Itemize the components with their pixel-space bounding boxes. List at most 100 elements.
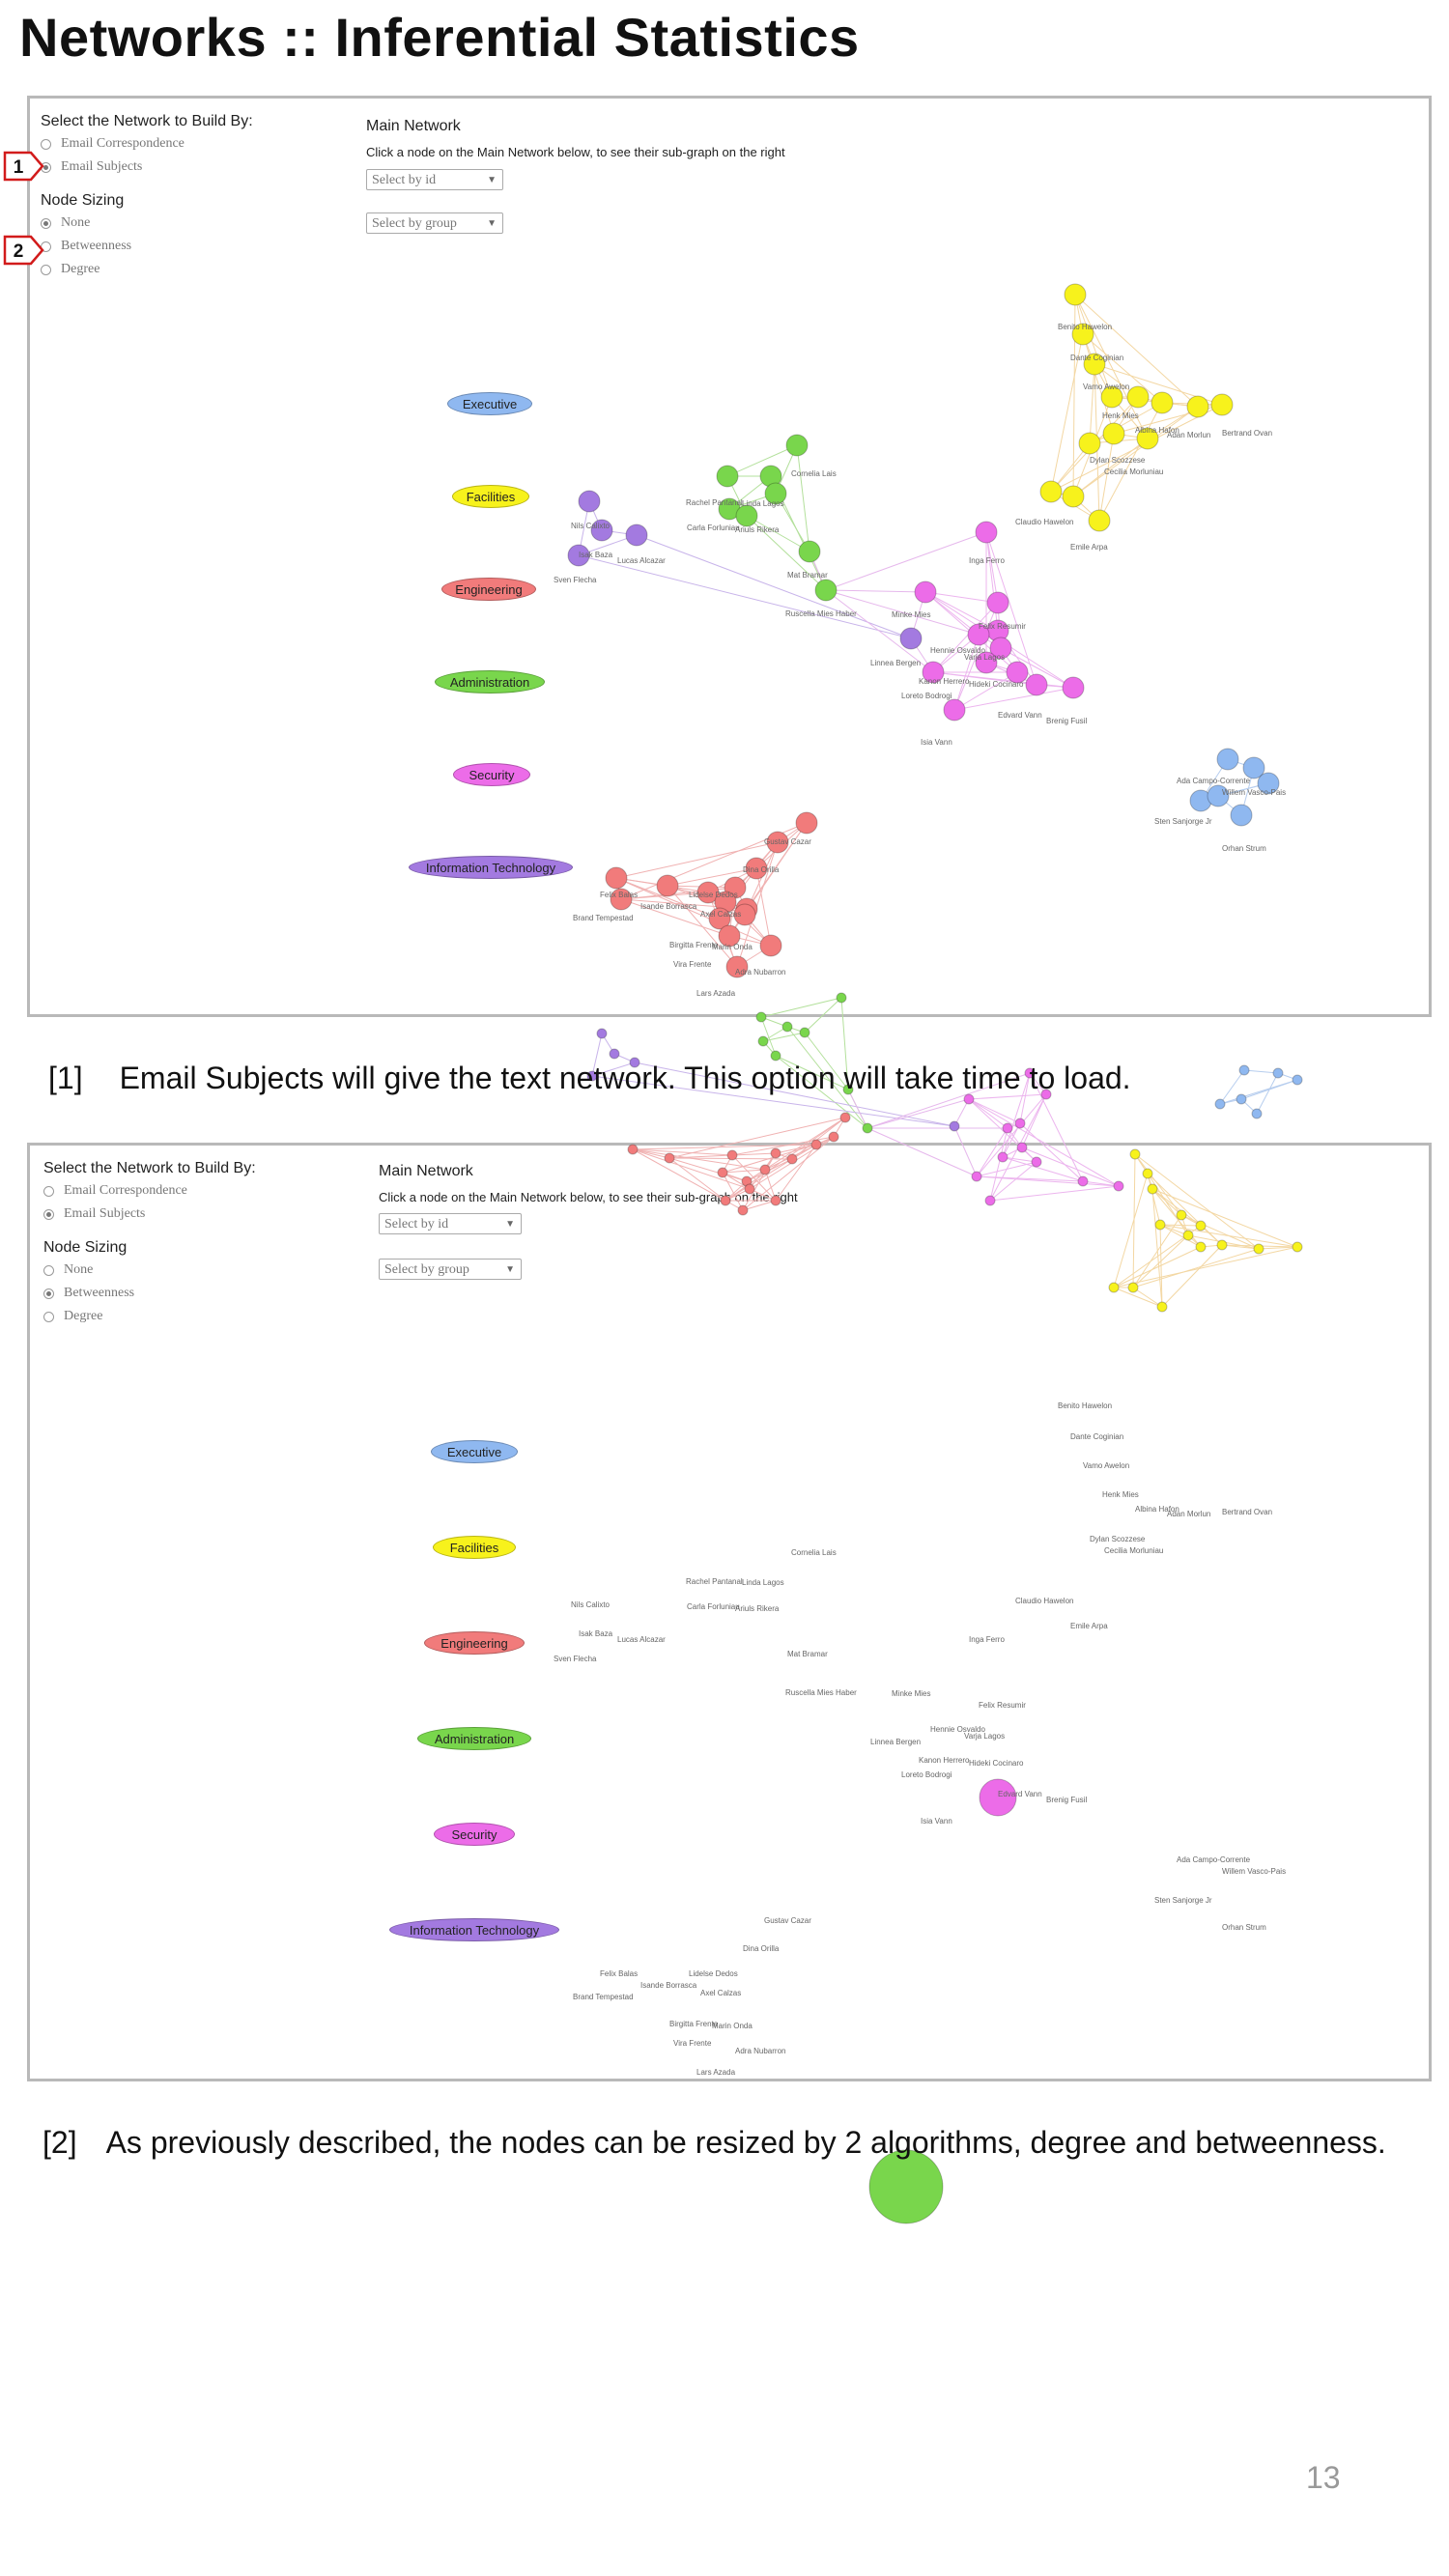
select-by-id[interactable]: Select by id ▼ [366, 169, 503, 190]
node-facilities[interactable] [1151, 391, 1174, 414]
node-it[interactable] [625, 524, 648, 547]
group-pill-engineering[interactable]: Engineering [424, 1631, 525, 1655]
radio-sizing-degree[interactable]: Degree [43, 1305, 256, 1328]
node-security[interactable] [922, 661, 945, 684]
group-pill-security[interactable]: Security [434, 1823, 515, 1846]
group-pill-administration[interactable]: Administration [435, 670, 545, 694]
node-facilities[interactable] [1154, 1219, 1166, 1231]
node-executive[interactable] [1214, 1098, 1226, 1110]
node-engineering[interactable] [766, 831, 789, 854]
group-pill-security[interactable]: Security [453, 763, 530, 786]
node-engineering[interactable] [664, 1152, 675, 1164]
node-security[interactable] [971, 1171, 982, 1182]
node-engineering[interactable] [720, 1195, 731, 1206]
node-facilities[interactable] [1182, 1230, 1194, 1241]
node-it[interactable] [949, 1120, 960, 1132]
node-it[interactable] [586, 1070, 598, 1082]
node-engineering[interactable] [708, 907, 731, 930]
radio-icon[interactable] [41, 264, 51, 275]
group-pill-executive[interactable]: Executive [447, 392, 532, 415]
node-executive[interactable] [1257, 772, 1280, 795]
node-security[interactable] [997, 1151, 1009, 1163]
group-pill-information-technology[interactable]: Information Technology [409, 856, 573, 879]
node-security[interactable] [1113, 1180, 1124, 1192]
node-engineering[interactable] [718, 924, 741, 948]
node-engineering[interactable] [726, 1149, 738, 1161]
node-security[interactable] [1016, 1142, 1028, 1153]
node-security[interactable] [1014, 1118, 1026, 1129]
node-administration[interactable] [764, 482, 787, 505]
radio-icon[interactable] [43, 1185, 54, 1197]
node-executive[interactable] [1236, 1093, 1247, 1105]
node-security[interactable] [943, 698, 966, 722]
select-by-id[interactable]: Select by id ▼ [379, 1213, 522, 1234]
node-engineering[interactable] [717, 1167, 728, 1178]
node-executive[interactable] [1207, 784, 1230, 807]
node-security[interactable] [1040, 1089, 1052, 1100]
radio-email-subjects[interactable]: Email Subjects [43, 1203, 256, 1226]
node-facilities[interactable] [1129, 1148, 1141, 1160]
node-engineering[interactable] [770, 1195, 781, 1206]
node-engineering[interactable] [627, 1144, 639, 1155]
node-facilities[interactable] [1088, 509, 1111, 532]
node-engineering[interactable] [786, 1153, 798, 1165]
node-engineering[interactable] [733, 903, 756, 926]
node-engineering[interactable] [839, 1112, 851, 1123]
radio-sizing-none[interactable]: None [41, 212, 253, 235]
node-facilities[interactable] [1126, 385, 1150, 409]
radio-sizing-none[interactable]: None [43, 1259, 256, 1282]
node-security[interactable] [1077, 1175, 1089, 1187]
node-administration-high-betweenness[interactable] [868, 2149, 944, 2224]
group-pill-facilities[interactable]: Facilities [452, 485, 529, 508]
radio-icon[interactable] [43, 1288, 54, 1299]
node-administration[interactable] [862, 1122, 873, 1134]
node-facilities[interactable] [1062, 485, 1085, 508]
node-facilities[interactable] [1176, 1209, 1187, 1221]
node-administration[interactable] [842, 1084, 854, 1095]
radio-icon[interactable] [41, 217, 51, 229]
node-engineering[interactable] [759, 934, 782, 957]
node-facilities[interactable] [1195, 1220, 1207, 1231]
node-facilities[interactable] [1078, 432, 1101, 455]
node-engineering[interactable] [795, 811, 818, 835]
radio-email-correspondence[interactable]: Email Correspondence [43, 1179, 256, 1203]
node-facilities[interactable] [1186, 395, 1209, 418]
node-engineering[interactable] [828, 1131, 839, 1143]
select-by-group[interactable]: Select by group ▼ [379, 1259, 522, 1280]
node-facilities[interactable] [1195, 1241, 1207, 1253]
node-executive[interactable] [1230, 804, 1253, 827]
node-executive[interactable] [1251, 1108, 1263, 1119]
radio-icon[interactable] [41, 241, 51, 252]
node-facilities[interactable] [1292, 1241, 1303, 1253]
radio-sizing-degree[interactable]: Degree [41, 258, 253, 281]
radio-icon[interactable] [43, 1311, 54, 1322]
node-facilities[interactable] [1142, 1168, 1153, 1179]
radio-sizing-betweenness[interactable]: Betweenness [43, 1282, 256, 1305]
group-pill-facilities[interactable]: Facilities [433, 1536, 516, 1559]
node-engineering[interactable] [770, 1147, 781, 1159]
radio-email-correspondence[interactable]: Email Correspondence [41, 132, 253, 156]
node-administration[interactable] [735, 504, 758, 527]
group-pill-information-technology[interactable]: Information Technology [389, 1918, 559, 1941]
node-engineering[interactable] [656, 874, 679, 897]
radio-icon[interactable] [43, 1264, 54, 1276]
node-administration[interactable] [755, 1011, 767, 1023]
node-security[interactable] [1006, 661, 1029, 684]
node-engineering[interactable] [744, 1183, 755, 1195]
node-it[interactable] [609, 1048, 620, 1060]
node-executive[interactable] [1216, 748, 1239, 771]
node-it[interactable] [578, 490, 601, 513]
node-facilities[interactable] [1147, 1183, 1158, 1195]
node-executive[interactable] [1272, 1067, 1284, 1079]
node-facilities[interactable] [1108, 1282, 1120, 1293]
node-facilities[interactable] [1039, 480, 1063, 503]
node-executive[interactable] [1292, 1074, 1303, 1086]
node-security[interactable] [1002, 1122, 1013, 1134]
select-by-group[interactable]: Select by group ▼ [366, 212, 503, 234]
node-executive[interactable] [1238, 1064, 1250, 1076]
group-pill-administration[interactable]: Administration [417, 1727, 531, 1750]
node-engineering[interactable] [696, 881, 720, 904]
node-security[interactable] [975, 651, 998, 674]
node-facilities[interactable] [1136, 427, 1159, 450]
node-administration[interactable] [799, 1027, 810, 1038]
